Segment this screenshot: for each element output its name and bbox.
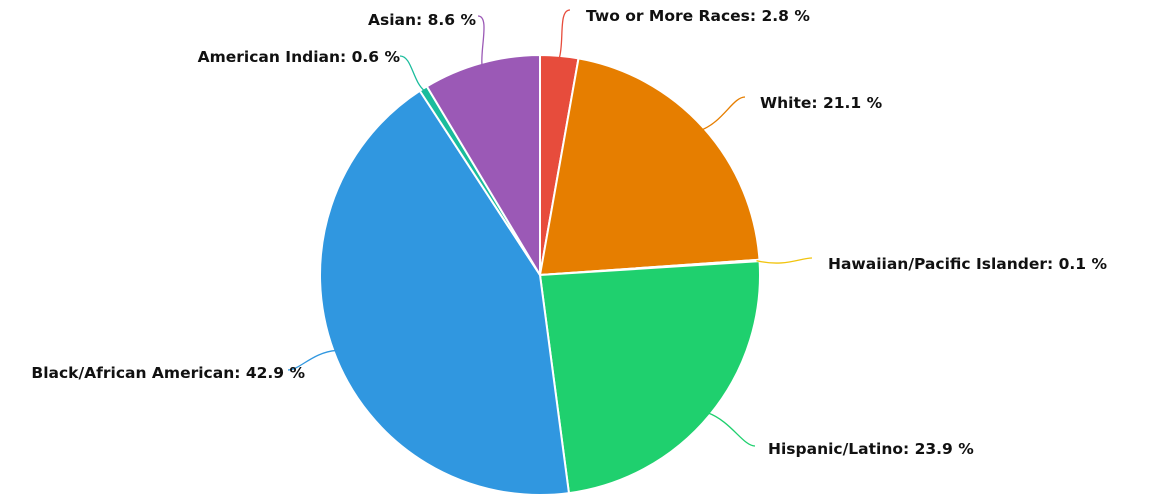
slice-labels: Two or More Races: 2.8 % White: 21.1 % Haw… — [31, 7, 1107, 458]
leader-line-hawaiian-pacific-islander — [756, 257, 813, 264]
slice-label-white: White: 21.1 % — [760, 94, 883, 112]
slice-label-hawaiian-pacific-islander: Hawaiian/Pacific Islander: 0.1 % — [828, 255, 1107, 273]
slice-label-american-indian: American Indian: 0.6 % — [198, 48, 401, 66]
pie-slice-black-african-american[interactable] — [319, 89, 570, 496]
leader-line-white — [701, 96, 746, 131]
slice-label-black-african-american: Black/African American: 42.9 % — [31, 364, 305, 382]
leader-line-asian — [477, 15, 485, 66]
slice-label-two-or-more-races: Two or More Races: 2.8 % — [586, 7, 810, 25]
pie-slice-hispanic-latino[interactable] — [539, 260, 761, 495]
pie-slices — [319, 54, 761, 496]
leader-line-hispanic-latino — [707, 412, 756, 447]
leader-line-black-african-american — [287, 349, 337, 371]
leader-lines — [287, 9, 813, 447]
slice-label-hispanic-latino: Hispanic/Latino: 23.9 % — [768, 440, 974, 458]
slice-label-asian: Asian: 8.6 % — [368, 11, 476, 29]
leader-line-american-indian — [399, 55, 426, 92]
pie-slice-white[interactable] — [539, 57, 761, 276]
leader-line-two-or-more-races — [558, 9, 571, 60]
